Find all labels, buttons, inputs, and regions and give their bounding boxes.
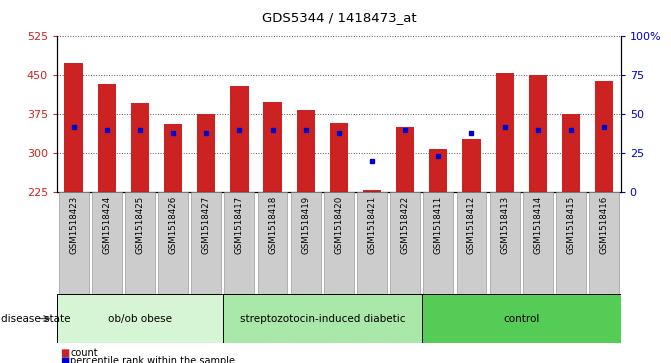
Text: GSM1518426: GSM1518426: [168, 195, 178, 254]
Text: control: control: [503, 314, 539, 323]
Bar: [523, 192, 553, 294]
Text: ■: ■: [60, 348, 70, 358]
Text: count: count: [70, 348, 98, 358]
Bar: [230, 86, 248, 192]
Bar: [357, 192, 387, 294]
Bar: [264, 102, 282, 192]
Bar: [131, 103, 149, 192]
Text: GSM1518420: GSM1518420: [334, 195, 344, 254]
Bar: [562, 114, 580, 192]
Bar: [92, 192, 121, 294]
Bar: [429, 149, 448, 192]
Bar: [125, 192, 155, 294]
Bar: [490, 192, 519, 294]
Text: GSM1518416: GSM1518416: [600, 195, 609, 254]
Text: GSM1518422: GSM1518422: [401, 195, 410, 254]
Bar: [64, 64, 83, 192]
Text: GSM1518417: GSM1518417: [235, 195, 244, 254]
Text: GSM1518412: GSM1518412: [467, 195, 476, 254]
Bar: [258, 192, 287, 294]
Bar: [324, 192, 354, 294]
Bar: [58, 192, 89, 294]
Text: ob/ob obese: ob/ob obese: [108, 314, 172, 323]
Text: GSM1518421: GSM1518421: [368, 195, 376, 254]
Text: GSM1518425: GSM1518425: [136, 195, 144, 254]
Bar: [495, 73, 514, 192]
Bar: [223, 294, 422, 343]
Text: streptozotocin-induced diabetic: streptozotocin-induced diabetic: [240, 314, 405, 323]
Text: GSM1518424: GSM1518424: [102, 195, 111, 254]
Bar: [291, 192, 321, 294]
Text: GSM1518423: GSM1518423: [69, 195, 78, 254]
Text: GSM1518414: GSM1518414: [533, 195, 542, 254]
Bar: [589, 192, 619, 294]
Bar: [329, 123, 348, 192]
Text: GSM1518427: GSM1518427: [202, 195, 211, 254]
Bar: [396, 127, 414, 192]
Bar: [456, 192, 486, 294]
Text: disease state: disease state: [1, 314, 71, 323]
Text: GSM1518419: GSM1518419: [301, 195, 310, 254]
Bar: [98, 84, 116, 192]
Text: GSM1518413: GSM1518413: [500, 195, 509, 254]
Bar: [423, 192, 453, 294]
Text: GSM1518411: GSM1518411: [434, 195, 443, 254]
Bar: [556, 192, 586, 294]
Bar: [391, 192, 420, 294]
Bar: [363, 190, 381, 192]
Bar: [529, 75, 547, 192]
Bar: [57, 294, 223, 343]
Text: percentile rank within the sample: percentile rank within the sample: [70, 356, 236, 363]
Text: GSM1518415: GSM1518415: [566, 195, 576, 254]
Bar: [225, 192, 254, 294]
Bar: [158, 192, 188, 294]
Bar: [297, 110, 315, 192]
Bar: [191, 192, 221, 294]
Text: GSM1518418: GSM1518418: [268, 195, 277, 254]
Text: ■: ■: [60, 356, 70, 363]
Bar: [197, 114, 215, 192]
Bar: [422, 294, 621, 343]
Text: GDS5344 / 1418473_at: GDS5344 / 1418473_at: [262, 11, 416, 24]
Bar: [164, 124, 183, 192]
Bar: [462, 139, 480, 192]
Bar: [595, 81, 613, 192]
